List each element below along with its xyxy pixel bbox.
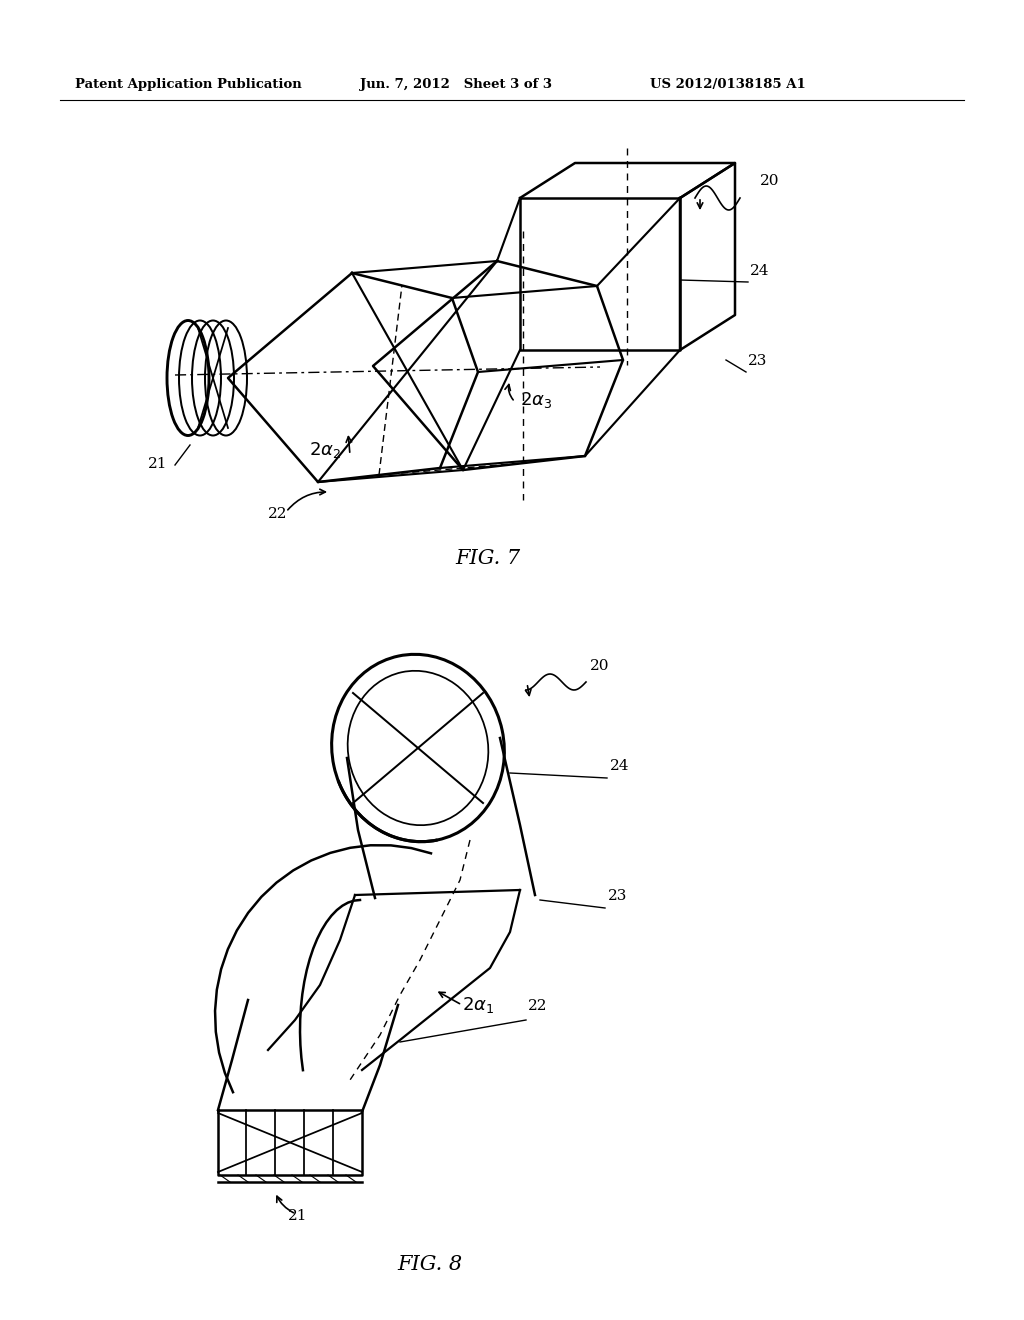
Text: 21: 21 [148,457,168,471]
Text: 22: 22 [268,507,288,521]
Text: 24: 24 [610,759,630,774]
Text: 23: 23 [748,354,767,368]
Text: FIG. 7: FIG. 7 [456,549,520,568]
Text: 20: 20 [590,659,609,673]
Text: 24: 24 [750,264,769,279]
Text: Jun. 7, 2012   Sheet 3 of 3: Jun. 7, 2012 Sheet 3 of 3 [360,78,552,91]
Text: US 2012/0138185 A1: US 2012/0138185 A1 [650,78,806,91]
Text: 21: 21 [288,1209,307,1224]
Text: Patent Application Publication: Patent Application Publication [75,78,302,91]
Text: $2\alpha_2$: $2\alpha_2$ [309,440,341,459]
Text: FIG. 8: FIG. 8 [397,1255,463,1275]
Text: $2\alpha_1$: $2\alpha_1$ [462,995,495,1015]
Text: 23: 23 [608,888,628,903]
Text: $2\alpha_3$: $2\alpha_3$ [520,389,552,411]
Text: 22: 22 [528,999,548,1012]
Text: 20: 20 [760,174,779,187]
